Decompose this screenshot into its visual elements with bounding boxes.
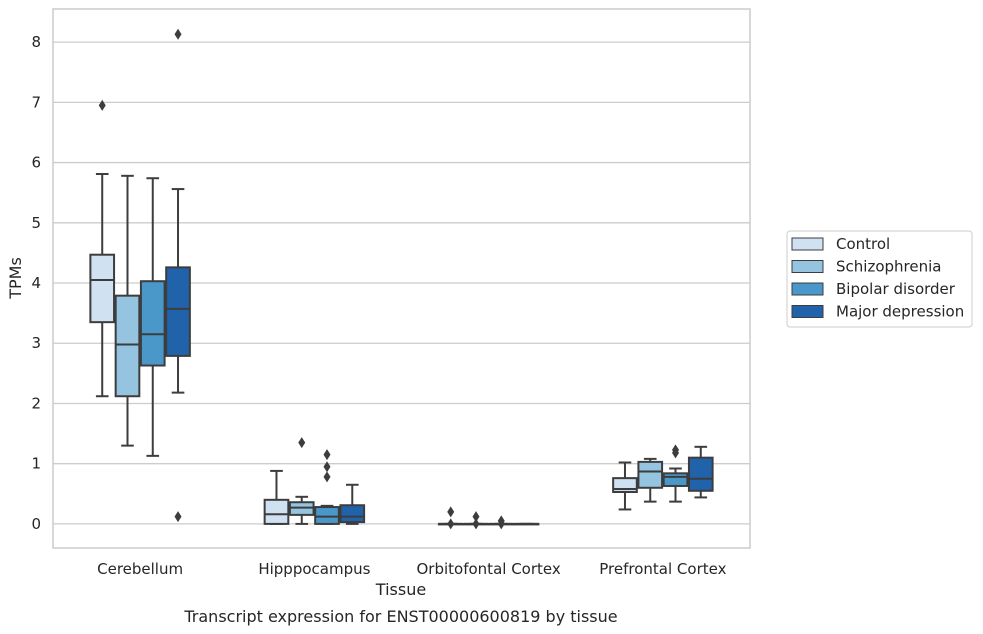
y-axis-label: TPMs — [6, 257, 25, 300]
outlier-point — [174, 28, 182, 40]
x-tick-label: Orbitofontal Cortex — [417, 560, 561, 578]
y-tick-label: 6 — [31, 154, 41, 172]
outlier-point — [323, 461, 331, 473]
box — [263, 498, 290, 525]
outlier-point — [298, 437, 306, 449]
series-schizophrenia — [114, 174, 664, 530]
series-control — [89, 99, 638, 530]
y-tick-label: 2 — [31, 394, 41, 412]
outlier-point — [323, 471, 331, 483]
plot-frame — [52, 8, 751, 549]
legend-swatch — [791, 260, 824, 273]
y-axis-ticks: 0 1 2 3 4 5 6 7 8 — [31, 33, 41, 533]
x-tick-label: Hipppocampus — [258, 560, 370, 578]
y-tick-label: 7 — [31, 93, 41, 111]
legend-label: Bipolar disorder — [836, 280, 956, 298]
series-bipolar-disorder — [139, 177, 689, 530]
legend-swatch — [791, 282, 824, 296]
legend-label: Control — [836, 235, 890, 253]
outlier-point — [447, 518, 455, 530]
box — [339, 504, 366, 524]
outlier-point — [472, 518, 480, 530]
box — [314, 506, 340, 525]
box — [139, 280, 166, 367]
y-tick-label: 0 — [31, 515, 41, 533]
legend: Control Schizophrenia Bipolar disorder Majo… — [786, 230, 973, 328]
outlier-point — [472, 511, 480, 523]
outlier-point — [323, 449, 331, 461]
x-axis-ticks: Cerebellum Hipppocampus Orbitofontal Corte… — [97, 560, 726, 578]
legend-swatch — [791, 237, 824, 251]
outlier-point — [98, 99, 106, 111]
outlier-point — [672, 444, 680, 456]
y-tick-label: 5 — [31, 214, 41, 232]
legend-label: Schizophrenia — [836, 258, 941, 276]
plot-area — [89, 28, 714, 530]
legend-frame — [786, 230, 973, 328]
x-axis-label: Tissue — [375, 580, 426, 599]
x-tick-label: Prefrontal Cortex — [599, 560, 726, 578]
box — [114, 294, 141, 398]
series-major-depression — [165, 28, 714, 526]
box — [637, 460, 664, 489]
outlier-point — [447, 506, 455, 518]
box — [662, 472, 689, 487]
box — [89, 253, 116, 324]
outlier-point — [174, 511, 182, 523]
box — [165, 266, 191, 357]
y-tick-label: 3 — [31, 334, 41, 352]
box — [687, 456, 714, 492]
outlier-point — [497, 515, 505, 527]
x-tick-label: Cerebellum — [97, 560, 183, 578]
legend-swatch — [791, 305, 824, 318]
legend-label: Major depression — [836, 303, 964, 321]
y-tick-label: 4 — [31, 274, 41, 292]
chart-caption: Transcript expression for ENST0000060081… — [183, 607, 617, 626]
y-tick-label: 1 — [31, 455, 41, 473]
y-tick-label: 8 — [31, 33, 41, 51]
